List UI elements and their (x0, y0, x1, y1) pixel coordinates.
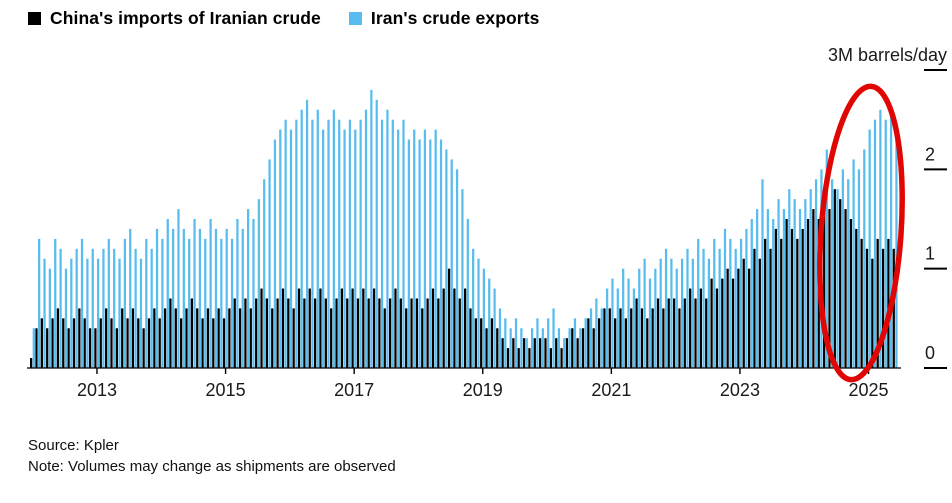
legend-label-iran-exports: Iran's crude exports (370, 8, 540, 28)
x-tick-label: 2025 (849, 380, 889, 400)
legend-item-china-imports: China's imports of Iranian crude (28, 8, 321, 29)
legend-swatch-iran-exports (348, 12, 362, 25)
highlight-ellipse-annotation (817, 83, 905, 383)
y-tick-label: 0 (925, 343, 935, 363)
source-text: Source: Kpler (28, 437, 119, 454)
y-axis-unit-label: 3M barrels/day (828, 45, 947, 65)
x-tick-label: 2021 (591, 380, 631, 400)
note-text: Note: Volumes may change as shipments ar… (28, 458, 396, 475)
x-tick-label: 2013 (77, 380, 117, 400)
chart-legend: China's imports of Iranian crude Iran's … (28, 8, 539, 29)
y-tick-label: 1 (925, 244, 935, 264)
bars-china-imports (30, 189, 895, 368)
x-tick-label: 2017 (334, 380, 374, 400)
bar-chart-svg: 2013 2015 2017 2019 2021 2023 2025 0 1 2 3M barrel… (27, 45, 947, 400)
x-tick-label: 2023 (720, 380, 760, 400)
y-axis: 0 1 2 3M barrels/day (828, 45, 947, 369)
legend-swatch-china-imports (28, 12, 41, 25)
legend-label-china-imports: China's imports of Iranian crude (50, 8, 321, 28)
x-axis: 2013 2015 2017 2019 2021 2023 2025 (27, 367, 901, 400)
legend-item-iran-exports: Iran's crude exports (348, 8, 540, 29)
y-tick-label: 2 (925, 144, 935, 164)
x-tick-label: 2015 (206, 380, 246, 400)
bar-chart-plot-area: 2013 2015 2017 2019 2021 2023 2025 0 1 2 3M barrel… (0, 30, 952, 450)
x-tick-label: 2019 (463, 380, 503, 400)
